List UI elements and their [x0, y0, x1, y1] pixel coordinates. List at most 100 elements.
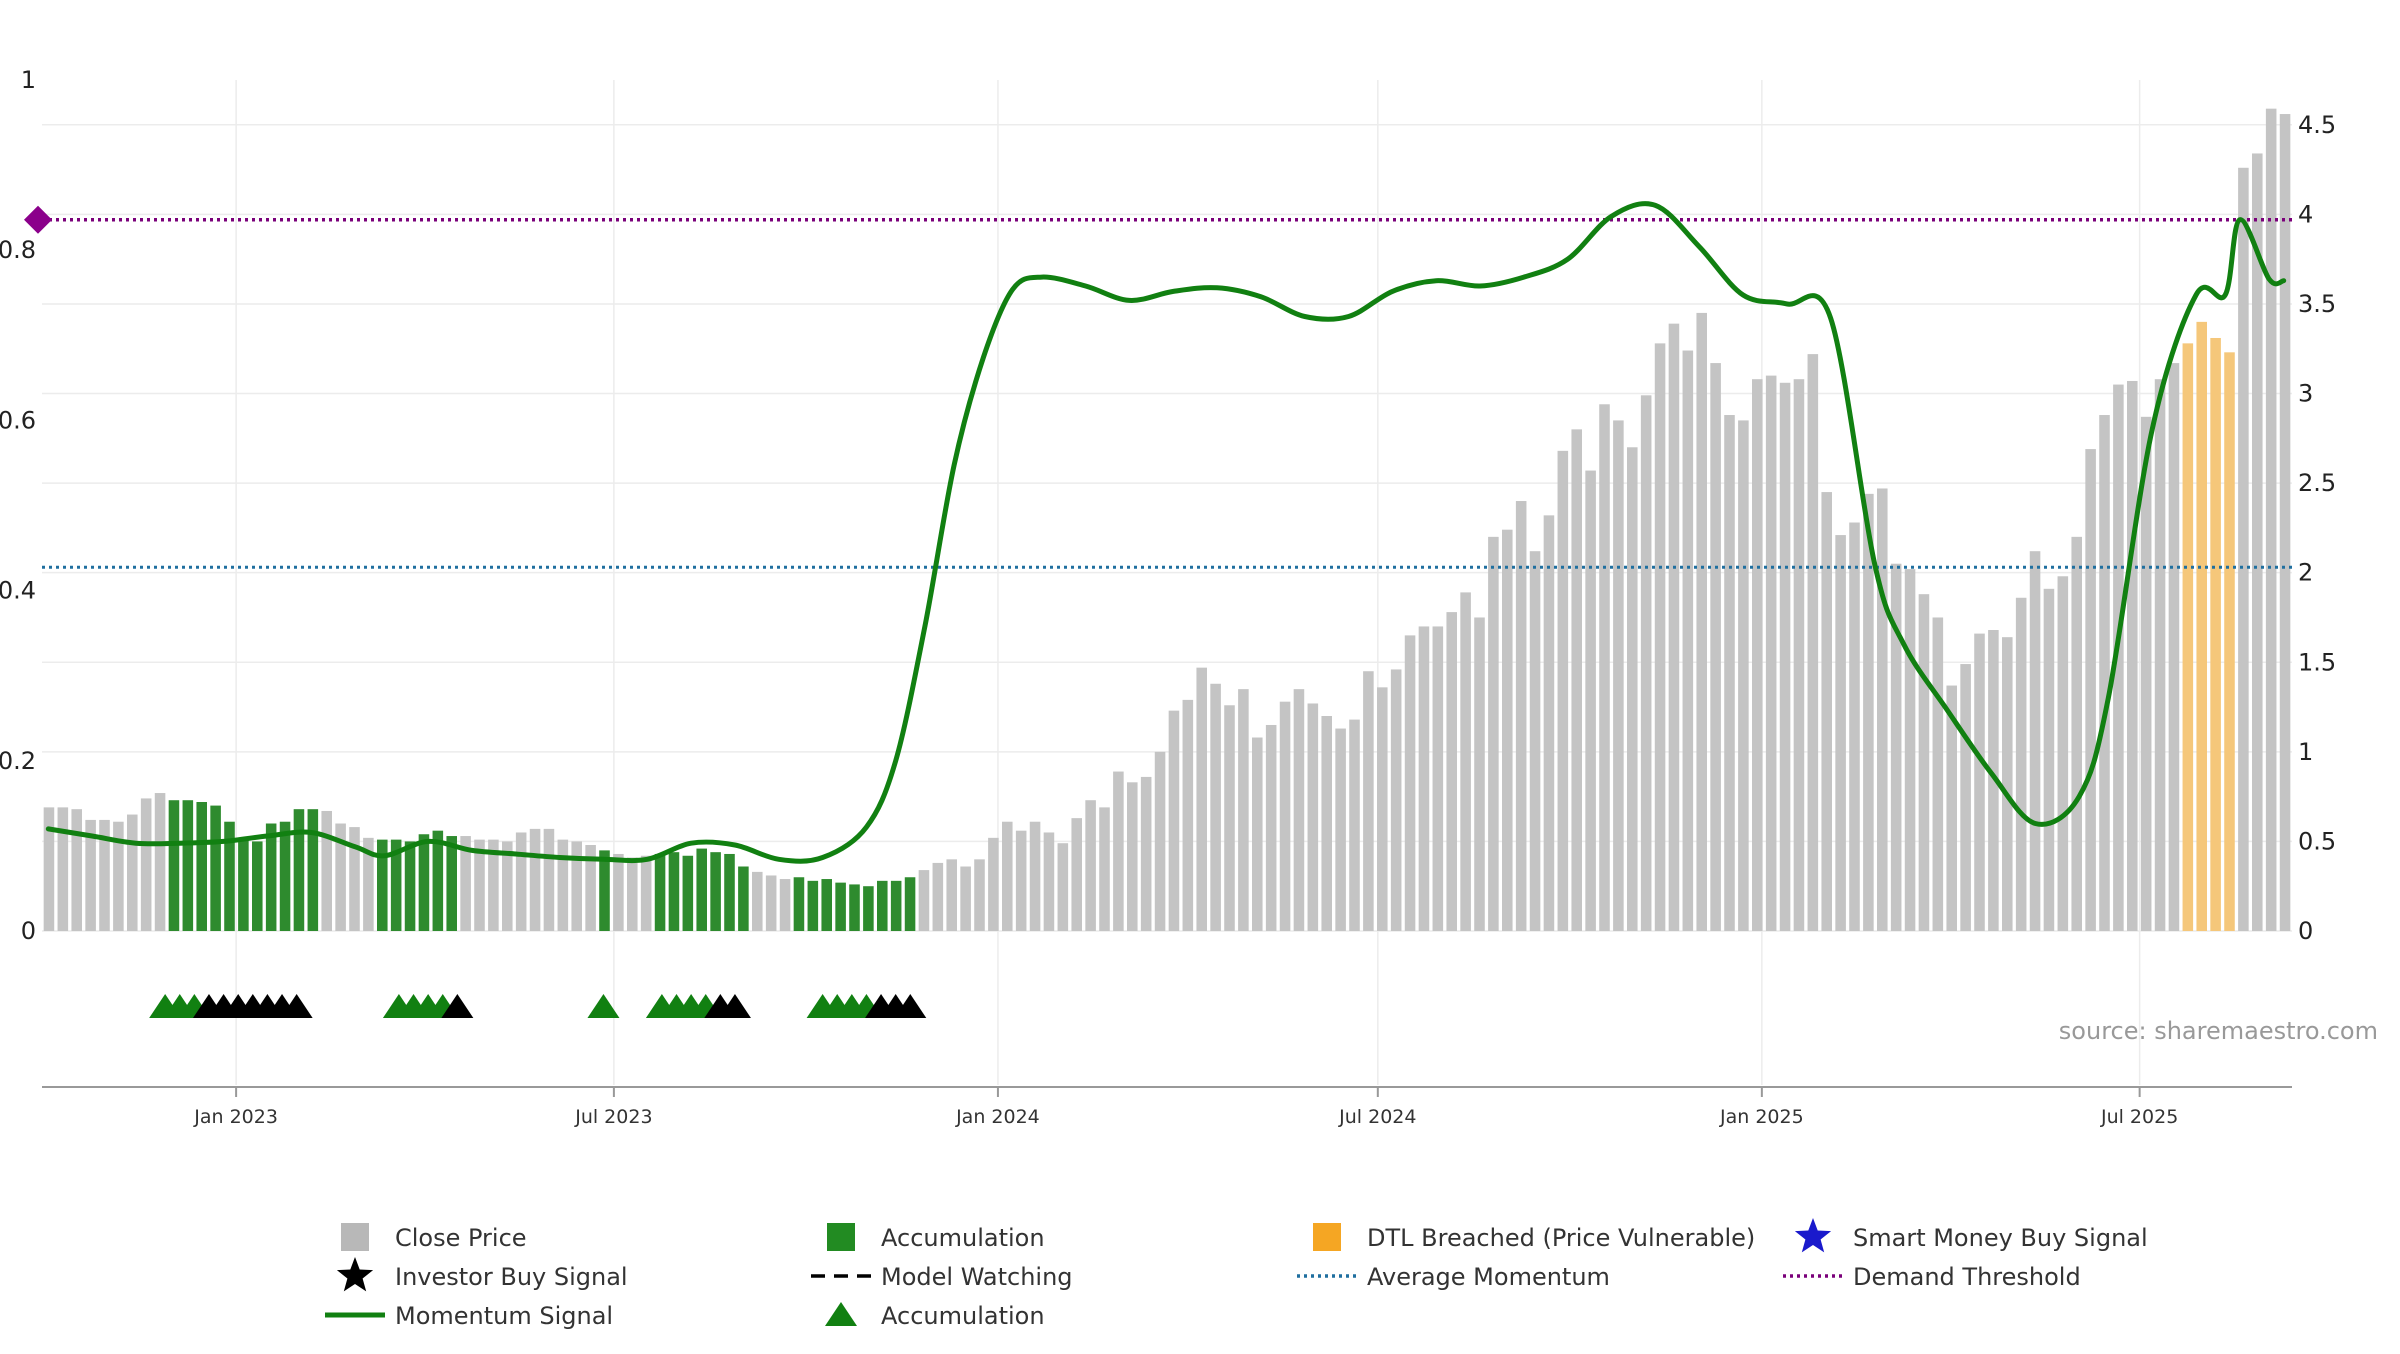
- legend-label: DTL Breached (Price Vulnerable): [1367, 1224, 1755, 1252]
- close-price-bar: [460, 836, 471, 931]
- price-bars: [43, 108, 2291, 932]
- close-price-bar: [1154, 751, 1166, 931]
- accumulation-bar: [210, 805, 221, 931]
- close-price-bar: [1057, 843, 1069, 931]
- close-price-bar: [1418, 626, 1430, 931]
- accumulation-bar: [807, 880, 819, 931]
- close-price-bar: [1613, 420, 1624, 931]
- close-price-bar: [1835, 535, 1846, 931]
- x-tick-label: Jul 2025: [2100, 1106, 2178, 1128]
- signal-markers: [149, 994, 927, 1018]
- close-price-bar: [1071, 818, 1082, 931]
- accumulation-bar: [710, 852, 721, 931]
- right-axis-ticks: 0 0.5 1 1.5 2 2.5 3 3.5 4 4.5: [2298, 111, 2336, 945]
- close-price-bar: [1904, 569, 1916, 931]
- accumulation-bar: [432, 830, 444, 931]
- close-price-bar: [1279, 701, 1291, 931]
- accumulation-bar: [793, 877, 805, 931]
- close-price-bar: [1863, 493, 1874, 931]
- close-price-bar: [349, 827, 360, 931]
- accumulation-bar: [835, 882, 846, 931]
- close-price-bar: [1182, 699, 1194, 931]
- close-price-bar: [557, 839, 569, 931]
- accumulation-bar: [821, 879, 832, 931]
- right-tick-label: 3.5: [2298, 290, 2336, 318]
- close-price-bar: [752, 871, 763, 931]
- left-axis-ticks: 0 0.2 0.4 0.6 0.8 1: [0, 66, 36, 945]
- close-price-bar: [1099, 807, 1110, 931]
- close-price-bar: [2140, 416, 2152, 931]
- close-price-bar: [2154, 379, 2166, 931]
- close-price-bar: [1140, 776, 1152, 931]
- close-price-bar: [1474, 617, 1485, 931]
- close-price-bar: [2085, 449, 2096, 931]
- x-tick-label: Jan 2025: [1719, 1106, 1804, 1128]
- close-price-bar: [1488, 536, 1499, 931]
- close-price-bar: [515, 832, 527, 931]
- close-price-bar: [1599, 404, 1610, 932]
- close-price-bar: [1404, 635, 1416, 931]
- close-price-bar: [1335, 728, 1346, 931]
- close-price-bar: [585, 845, 596, 931]
- close-price-bar: [1877, 488, 1888, 931]
- close-price-bar: [1446, 612, 1457, 931]
- close-price-bar: [2279, 114, 2291, 932]
- close-price-bar: [99, 819, 110, 931]
- close-price-bar: [1974, 633, 1985, 931]
- legend-label: Momentum Signal: [395, 1302, 613, 1330]
- close-price-bar: [43, 807, 55, 931]
- right-tick-label: 0: [2298, 917, 2313, 945]
- legend-star-icon: [1794, 1218, 1832, 1253]
- accumulation-bar: [307, 809, 319, 931]
- accumulation-bar: [168, 800, 180, 931]
- dtl-bar: [2210, 337, 2221, 931]
- close-price-bar: [1363, 671, 1374, 931]
- close-price-bar: [1502, 529, 1513, 931]
- close-price-bar: [1307, 703, 1319, 931]
- x-axis: Jan 2023 Jul 2023 Jan 2024 Jul 2024 Jan 2025…: [42, 1086, 2292, 1128]
- accumulation-bar: [682, 855, 694, 931]
- close-price-bar: [1224, 705, 1235, 931]
- close-price-bar: [1196, 667, 1207, 931]
- accumulation-bar: [196, 802, 207, 931]
- accumulation-bar: [377, 839, 388, 931]
- left-tick-label: 0.2: [0, 747, 36, 775]
- close-price-bar: [1765, 375, 1777, 931]
- close-price-bar: [2168, 363, 2180, 932]
- accumulation-bar: [904, 877, 916, 931]
- dtl-bar: [2196, 321, 2207, 931]
- close-price-bar: [154, 793, 166, 931]
- accumulation-bar: [224, 821, 235, 931]
- close-price-bar: [543, 828, 555, 931]
- accumulation-bar: [738, 866, 749, 931]
- x-tick-label: Jul 2024: [1338, 1106, 1416, 1128]
- demand-threshold-diamond: [24, 205, 52, 234]
- right-tick-label: 0.5: [2298, 827, 2336, 855]
- close-price-bar: [1029, 821, 1041, 931]
- accumulation-bar: [265, 823, 277, 931]
- close-price-bar: [1293, 689, 1305, 931]
- close-price-bar: [1640, 395, 1652, 932]
- right-tick-label: 3: [2298, 380, 2313, 408]
- close-price-bar: [1654, 343, 1666, 932]
- close-price-bar: [1585, 470, 1596, 931]
- right-tick-label: 2: [2298, 559, 2313, 587]
- close-price-bar: [1627, 447, 1638, 931]
- close-price-bar: [1265, 724, 1277, 931]
- close-price-bar: [946, 859, 957, 931]
- legend-square-icon: [1313, 1223, 1341, 1251]
- legend-label: Model Watching: [881, 1263, 1073, 1291]
- close-price-bar: [1890, 563, 1902, 931]
- legend-square-icon: [827, 1223, 855, 1251]
- close-price-bar: [1113, 771, 1124, 931]
- close-price-bar: [974, 859, 985, 931]
- close-price-bar: [1571, 429, 1582, 931]
- right-tick-label: 4.5: [2298, 111, 2336, 139]
- close-price-bar: [2002, 637, 2013, 931]
- left-tick-label: 0: [21, 917, 36, 945]
- legend-square-icon: [341, 1223, 369, 1251]
- investor-buy-marker: [718, 994, 751, 1018]
- close-price-bar: [2071, 536, 2082, 931]
- left-tick-label: 1: [21, 66, 36, 94]
